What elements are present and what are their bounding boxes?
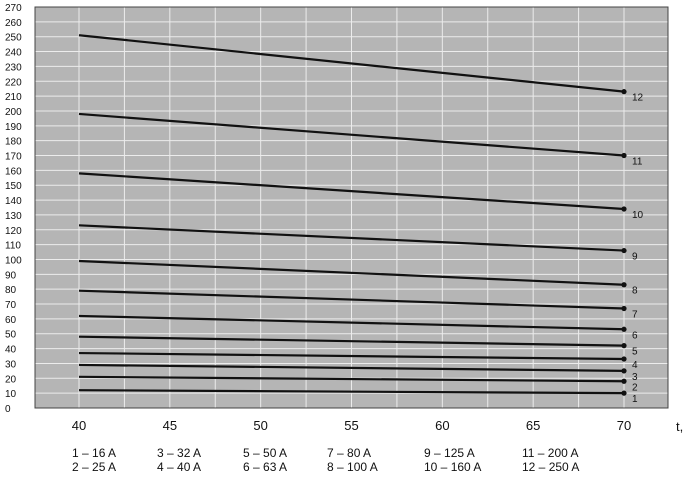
series-line-9 [78,224,625,252]
series-lines [78,34,627,396]
legend-entry: 12 – 250 A [522,460,580,474]
series-line-5 [78,335,625,347]
y-tick-label: 220 [5,77,22,88]
series-line-3 [78,363,625,372]
legend-entry: 10 – 160 A [424,460,482,474]
legend-col-2: 3 – 32 A 4 – 40 A [157,446,201,474]
y-tick-label: 150 [5,181,22,192]
y-tick-label: 200 [5,107,22,118]
legend-entry: 5 – 50 A [243,446,288,460]
y-tick-label: 0 [5,404,11,415]
series-label-12: 12 [632,93,644,104]
x-tick-label: 60 [435,418,449,433]
series-end-dot-9 [621,247,627,254]
series-line-10 [78,172,625,211]
series-label-11: 11 [632,157,643,168]
series-line-11 [78,112,625,157]
x-tick-label: 65 [526,418,540,433]
y-tick-label: 40 [5,345,17,356]
legend-entry: 9 – 125 A [424,446,475,460]
series-label-5: 5 [632,347,638,358]
series-end-dot-2 [621,378,627,384]
legend-col-3: 5 – 50 A 6 – 63 A [243,446,287,474]
x-tick-label: 55 [344,418,358,433]
series-end-dot-11 [621,152,627,159]
series-line-1 [78,389,625,395]
series-label-4: 4 [632,360,638,371]
series-label-2: 2 [632,382,638,393]
x-tick-label: 40 [72,418,86,433]
y-tick-label: 30 [5,359,17,370]
series-line-8 [78,259,625,286]
y-tick-label: 50 [5,330,17,341]
series-line-4 [78,351,625,361]
series-label-3: 3 [632,372,638,383]
y-tick-label: 90 [5,270,17,281]
legend-entry: 6 – 63 A [243,460,288,474]
series-end-dot-3 [621,368,627,374]
series-end-dot-4 [621,356,627,362]
y-axis-ticks: 0 10 20 30 40 50 60 70 80 90 100 110 120 130 140 150 160… [5,3,22,415]
y-tick-label: 120 [5,226,22,237]
series-label-8: 8 [632,286,638,297]
y-tick-label: 230 [5,62,22,73]
y-tick-label: 170 [5,152,22,163]
y-tick-label: 10 [5,389,17,400]
y-tick-label: 80 [5,285,17,296]
series-end-dot-5 [621,343,627,349]
y-tick-label: 260 [5,18,22,29]
grid-lines [34,6,669,409]
legend-col-1: 1 – 16 A 2 – 25 A [72,446,116,474]
plot-border [34,6,669,409]
legend-col-4: 7 – 80 A 8 – 100 A [327,446,378,474]
y-tick-label: 160 [5,166,22,177]
x-tick-label: 70 [617,418,631,433]
series-label-9: 9 [632,252,638,263]
series-label-1: 1 [632,394,638,405]
series-end-dot-7 [621,305,627,312]
legend-entry: 11 – 200 A [522,446,579,460]
legend-col-6: 11 – 200 A 12 – 250 A [522,446,579,474]
y-tick-label: 20 [5,374,17,385]
series-label-7: 7 [632,309,638,320]
x-axis-label: t, [676,419,683,434]
x-tick-label: 50 [253,418,267,433]
y-tick-label: 180 [5,137,22,148]
legend-entry: 2 – 25 A [72,460,117,474]
x-tick-label: 45 [163,418,177,433]
y-tick-label: 130 [5,211,22,222]
y-tick-label: 100 [5,255,22,266]
legend-entry: 7 – 80 A [327,446,372,460]
legend-entry: 3 – 32 A [157,446,202,460]
series-line-2 [78,375,625,383]
series-line-12 [78,34,625,93]
y-tick-label: 240 [5,48,22,59]
series-line-6 [78,314,625,331]
y-tick-label: 250 [5,33,22,44]
series-end-dot-1 [621,390,627,396]
y-tick-label: 140 [5,196,22,207]
series-end-dot-6 [621,326,627,332]
y-tick-label: 270 [5,3,22,14]
series-line-7 [78,289,625,310]
legend-col-5: 9 – 125 A 10 – 160 A [424,446,481,474]
x-axis-ticks: 40 45 50 55 60 65 70 [72,418,631,433]
legend-entry: 8 – 100 A [327,460,378,474]
series-label-6: 6 [632,330,638,341]
series-label-10: 10 [632,210,644,221]
y-tick-label: 110 [5,241,21,252]
y-tick-label: 60 [5,315,17,326]
y-tick-label: 190 [5,122,22,133]
y-tick-label: 210 [5,92,22,103]
legend-entry: 1 – 16 A [72,446,117,460]
legend-entry: 4 – 40 A [157,460,202,474]
series-end-dot-10 [621,206,627,212]
series-end-dot-8 [621,282,627,288]
series-end-dot-12 [621,89,627,95]
y-tick-label: 70 [5,300,17,311]
